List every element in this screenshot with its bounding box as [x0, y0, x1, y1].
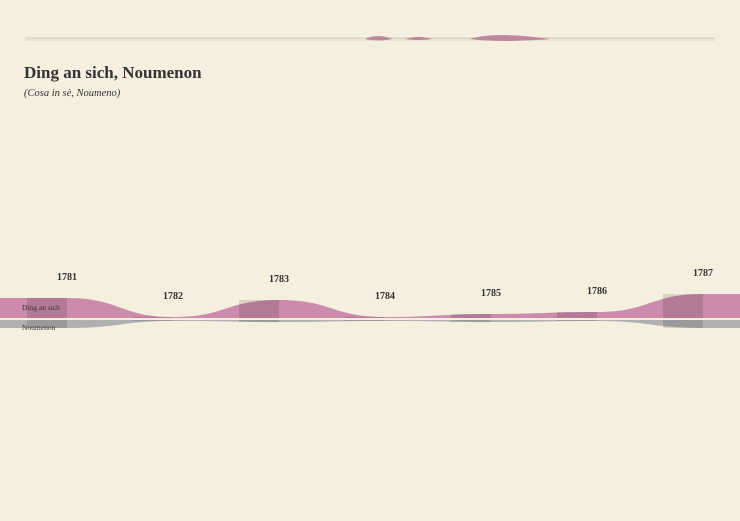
x-tick-label: 1781 [57, 272, 77, 283]
legend-label: Noumenon [22, 323, 56, 332]
year-segment [27, 298, 67, 318]
chart-subtitle: (Cosa in sè, Noumeno) [24, 88, 121, 99]
x-tick-label: 1785 [481, 288, 501, 299]
year-segment [451, 320, 491, 322]
year-segment [133, 320, 173, 321]
year-segment [663, 320, 703, 328]
year-segment [239, 320, 279, 322]
legend-label: Ding an sich [22, 303, 60, 312]
stream-band [0, 320, 740, 328]
x-tick-label: 1786 [587, 286, 607, 297]
chart-title: Ding an sich, Noumenon [24, 63, 202, 82]
x-tick-label: 1783 [269, 274, 289, 285]
year-segment [557, 320, 597, 321]
x-tick-label: 1787 [693, 268, 713, 279]
x-tick-label: 1784 [375, 291, 395, 302]
x-tick-label: 1782 [163, 291, 183, 302]
year-segment [557, 312, 597, 318]
overview-stream [365, 35, 550, 41]
year-segment [239, 300, 279, 318]
year-segment [27, 320, 67, 328]
year-segment [133, 317, 173, 318]
year-segment [663, 294, 703, 318]
year-segment [451, 314, 491, 318]
year-segment [345, 317, 385, 318]
stream-band [0, 294, 740, 318]
year-segment [345, 320, 385, 321]
